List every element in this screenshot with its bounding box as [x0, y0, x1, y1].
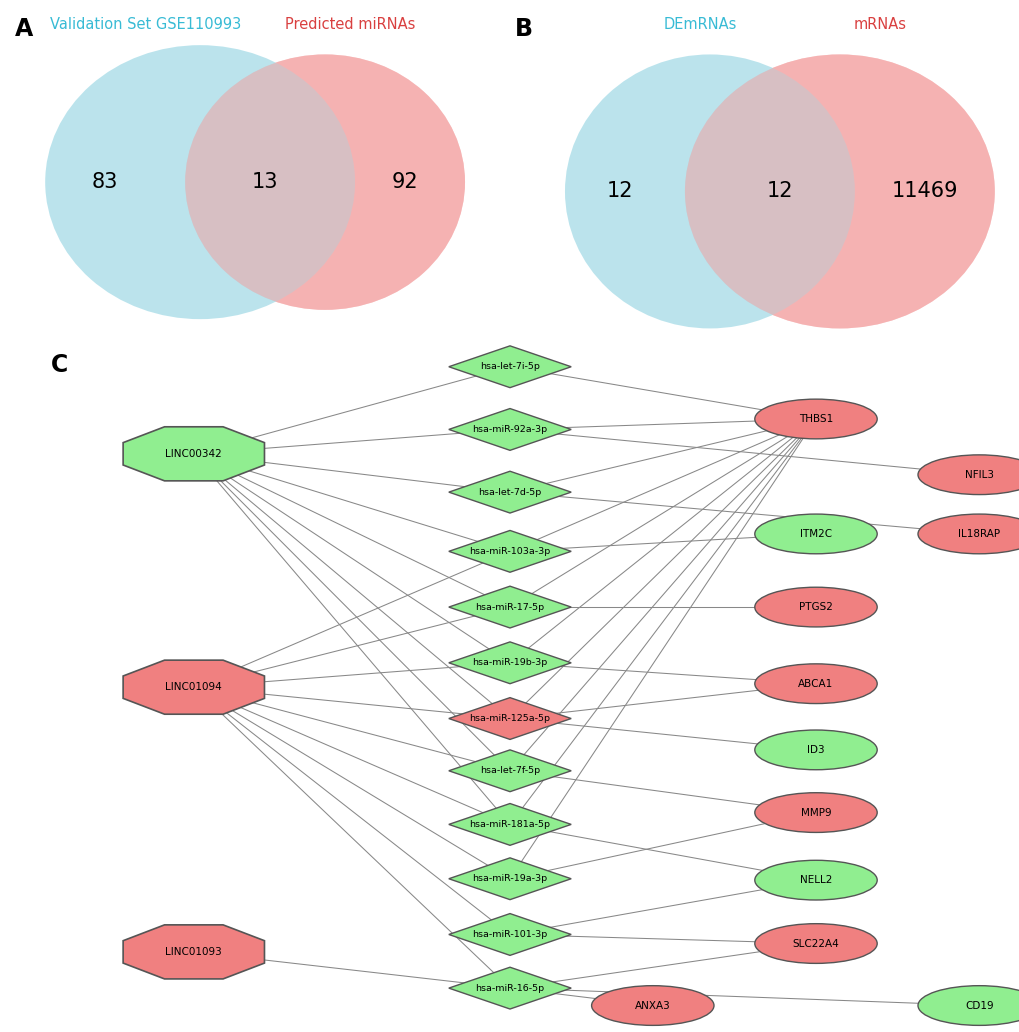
Ellipse shape: [591, 986, 713, 1026]
Text: LINC01093: LINC01093: [165, 947, 222, 957]
Text: mRNAs: mRNAs: [853, 18, 906, 32]
Polygon shape: [123, 427, 264, 481]
Text: CD19: CD19: [964, 1001, 993, 1010]
Text: Validation Set GSE110993: Validation Set GSE110993: [50, 18, 240, 32]
Text: ANXA3: ANXA3: [634, 1001, 671, 1010]
Polygon shape: [448, 530, 571, 572]
Text: Predicted miRNAs: Predicted miRNAs: [284, 18, 415, 32]
Text: hsa-miR-125a-5p: hsa-miR-125a-5p: [469, 714, 550, 723]
Text: ID3: ID3: [806, 745, 824, 754]
Text: MMP9: MMP9: [800, 808, 830, 817]
Text: NELL2: NELL2: [799, 875, 832, 885]
Text: 92: 92: [391, 172, 418, 192]
Text: 13: 13: [252, 172, 278, 192]
Text: hsa-miR-103a-3p: hsa-miR-103a-3p: [469, 547, 550, 556]
Text: hsa-miR-16-5p: hsa-miR-16-5p: [475, 983, 544, 993]
Ellipse shape: [754, 924, 876, 964]
Ellipse shape: [754, 399, 876, 439]
Ellipse shape: [565, 55, 854, 328]
Ellipse shape: [185, 55, 465, 310]
Text: THBS1: THBS1: [798, 414, 833, 424]
Text: ITM2C: ITM2C: [799, 529, 832, 539]
Polygon shape: [448, 409, 571, 450]
Text: LINC01094: LINC01094: [165, 682, 222, 692]
Polygon shape: [448, 642, 571, 683]
Ellipse shape: [185, 55, 465, 310]
Text: 11469: 11469: [891, 182, 957, 201]
Polygon shape: [448, 967, 571, 1009]
Text: A: A: [15, 18, 34, 41]
Text: B: B: [515, 18, 533, 41]
Ellipse shape: [754, 793, 876, 833]
Text: 12: 12: [606, 182, 633, 201]
Ellipse shape: [917, 514, 1019, 554]
Ellipse shape: [917, 455, 1019, 494]
Text: LINC00342: LINC00342: [165, 449, 222, 459]
Text: hsa-let-7d-5p: hsa-let-7d-5p: [478, 488, 541, 496]
Polygon shape: [448, 346, 571, 388]
Ellipse shape: [754, 730, 876, 770]
Text: IL18RAP: IL18RAP: [957, 529, 1000, 539]
Ellipse shape: [45, 45, 355, 319]
Polygon shape: [448, 698, 571, 739]
Text: hsa-miR-101-3p: hsa-miR-101-3p: [472, 930, 547, 939]
Text: 83: 83: [92, 172, 118, 192]
Polygon shape: [123, 660, 264, 714]
Text: 12: 12: [766, 182, 793, 201]
Polygon shape: [448, 858, 571, 900]
Text: hsa-miR-181a-5p: hsa-miR-181a-5p: [469, 819, 550, 829]
Text: hsa-miR-17-5p: hsa-miR-17-5p: [475, 603, 544, 612]
Text: hsa-let-7i-5p: hsa-let-7i-5p: [480, 362, 539, 372]
Polygon shape: [123, 925, 264, 979]
Text: C: C: [51, 353, 68, 377]
Ellipse shape: [685, 55, 994, 328]
Text: SLC22A4: SLC22A4: [792, 938, 839, 948]
Ellipse shape: [754, 514, 876, 554]
Text: hsa-miR-19b-3p: hsa-miR-19b-3p: [472, 658, 547, 668]
Text: NFIL3: NFIL3: [964, 470, 993, 480]
Polygon shape: [448, 913, 571, 956]
Text: hsa-miR-19a-3p: hsa-miR-19a-3p: [472, 874, 547, 883]
Text: hsa-miR-92a-3p: hsa-miR-92a-3p: [472, 425, 547, 433]
Polygon shape: [448, 586, 571, 627]
Ellipse shape: [685, 55, 994, 328]
Ellipse shape: [754, 861, 876, 900]
Ellipse shape: [917, 986, 1019, 1026]
Polygon shape: [448, 750, 571, 792]
Text: DEmRNAs: DEmRNAs: [662, 18, 736, 32]
Text: ABCA1: ABCA1: [798, 679, 833, 688]
Polygon shape: [448, 804, 571, 845]
Ellipse shape: [754, 664, 876, 704]
Text: hsa-let-7f-5p: hsa-let-7f-5p: [480, 767, 539, 775]
Text: PTGS2: PTGS2: [798, 602, 833, 612]
Polygon shape: [448, 472, 571, 513]
Ellipse shape: [754, 587, 876, 626]
